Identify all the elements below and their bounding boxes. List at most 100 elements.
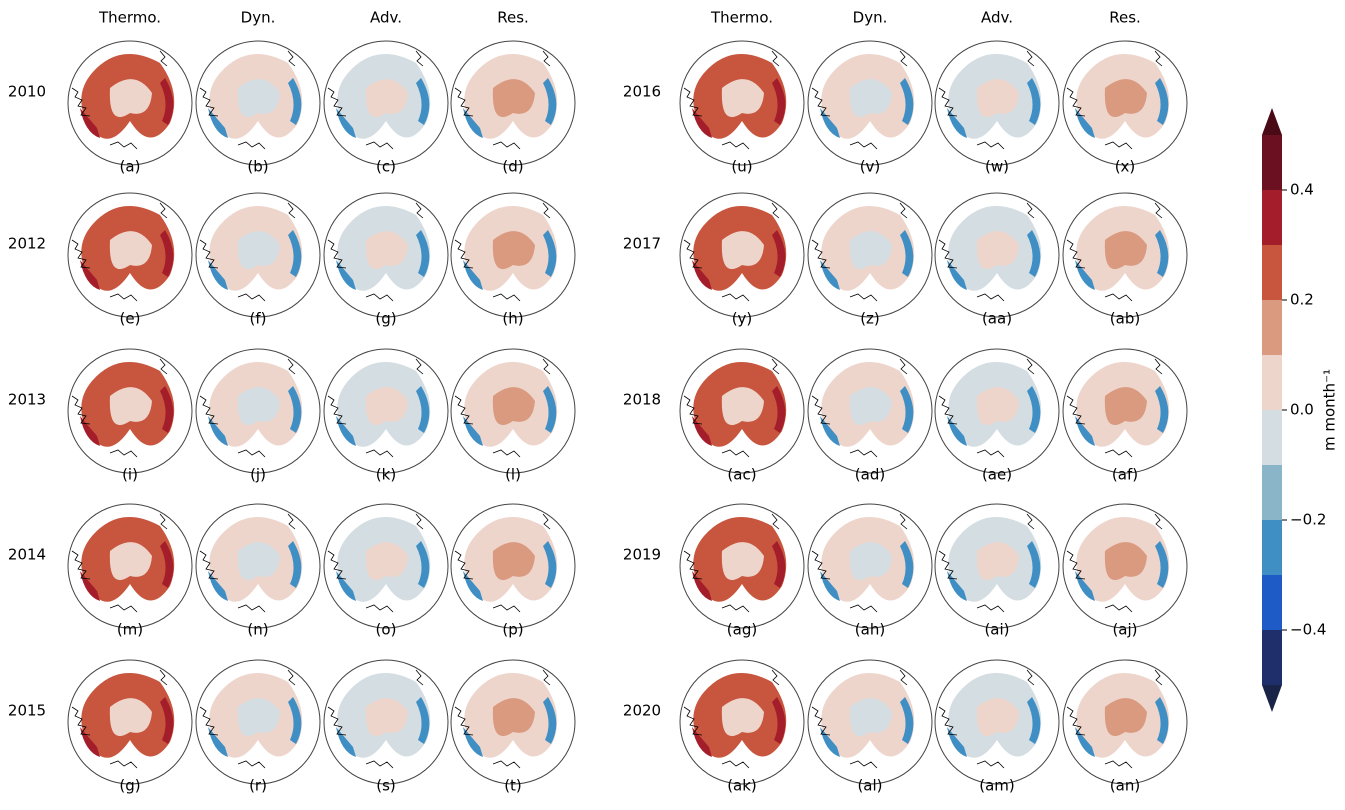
panel-label: (k): [376, 466, 396, 484]
map-panel: [68, 41, 192, 165]
colorbar-bin: [1262, 630, 1282, 685]
panel-label: (t): [504, 777, 522, 795]
map-panel: [196, 504, 320, 628]
colorbar-extend-top: [1262, 108, 1282, 135]
panel-label: (j): [250, 466, 266, 484]
panel-label: (d): [502, 158, 523, 176]
row-year: 2017: [623, 235, 661, 253]
map-panel: [680, 504, 804, 628]
panel-label: (g): [375, 310, 396, 328]
map-panel: [1063, 41, 1187, 165]
panel-label: (af): [1112, 466, 1138, 484]
map-panel: [451, 504, 575, 628]
column-header: Thermo.: [98, 9, 161, 27]
map-panel: [324, 349, 448, 473]
colorbar-bin: [1262, 575, 1282, 630]
panel-label: (n): [247, 621, 268, 639]
row-year: 2010: [8, 83, 46, 101]
row-year: 2016: [623, 83, 661, 101]
map-panel: [196, 193, 320, 317]
panel-label: (i): [122, 466, 138, 484]
panel-label: (ai): [984, 621, 1009, 639]
row-year: 2020: [623, 702, 661, 720]
panel-label: (an): [1110, 777, 1140, 795]
row-year: 2015: [8, 702, 46, 720]
map-panel: [680, 660, 804, 784]
panel-label: (ae): [982, 466, 1012, 484]
figure: Thermo.Dyn.Adv.Res.Thermo.Dyn.Adv.Res.20…: [0, 0, 1345, 806]
map-panel: [680, 41, 804, 165]
row-year: 2012: [8, 235, 46, 253]
colorbar-tick-label: −0.2: [1290, 511, 1326, 529]
map-panel: [808, 660, 932, 784]
panel-label: (ah): [855, 621, 885, 639]
map-panel: [68, 660, 192, 784]
map-panel: [680, 349, 804, 473]
panel-label: (r): [249, 777, 267, 795]
map-panel: [68, 193, 192, 317]
colorbar-bin: [1262, 520, 1282, 575]
panel-label: (o): [376, 621, 397, 639]
panel-label: (a): [120, 158, 141, 176]
colorbar-tick-label: −0.4: [1290, 621, 1326, 639]
panel-label: (aj): [1112, 621, 1137, 639]
map-panel: [196, 660, 320, 784]
colorbar-bin: [1262, 135, 1282, 190]
column-header: Res.: [497, 9, 529, 27]
map-panel: [935, 660, 1059, 784]
column-header: Res.: [1109, 9, 1141, 27]
map-panel: [680, 193, 804, 317]
panel-label: (am): [979, 777, 1015, 795]
colorbar-tick-label: 0.4: [1290, 181, 1314, 199]
panel-label: (e): [120, 310, 141, 328]
map-panel: [808, 41, 932, 165]
map-panel: [1063, 193, 1187, 317]
column-header: Dyn.: [241, 9, 276, 27]
panel-label: (ak): [727, 777, 757, 795]
colorbar-bin: [1262, 355, 1282, 410]
panel-label: (al): [857, 777, 882, 795]
map-panel: [1063, 504, 1187, 628]
panel-label: (ad): [855, 466, 885, 484]
row-year: 2013: [8, 391, 46, 409]
map-panel: [196, 349, 320, 473]
row-year: 2019: [623, 546, 661, 564]
panel-label: (ac): [727, 466, 756, 484]
map-panel: [324, 193, 448, 317]
colorbar-label: m month⁻¹: [1321, 369, 1339, 451]
map-panel: [451, 660, 575, 784]
panel-label: (g): [119, 777, 140, 795]
panel-label: (u): [731, 158, 752, 176]
map-panel: [808, 193, 932, 317]
panel-label: (aa): [982, 310, 1012, 328]
panel-label: (m): [117, 621, 143, 639]
map-panel: [196, 41, 320, 165]
panel-label: (p): [502, 621, 523, 639]
map-panel: [1063, 660, 1187, 784]
map-panel: [935, 504, 1059, 628]
column-header: Dyn.: [853, 9, 888, 27]
panel-label: (z): [860, 310, 880, 328]
panel-label: (v): [860, 158, 881, 176]
panel-label: (h): [502, 310, 523, 328]
map-panel: [68, 349, 192, 473]
map-panel: [451, 193, 575, 317]
column-header: Adv.: [981, 9, 1013, 27]
map-panel: [935, 41, 1059, 165]
colorbar-bin: [1262, 245, 1282, 300]
map-panel: [68, 504, 192, 628]
map-panel: [451, 41, 575, 165]
panel-label: (w): [985, 158, 1009, 176]
panel-label: (f): [250, 310, 267, 328]
map-panel: [324, 660, 448, 784]
colorbar-tick-label: 0.0: [1290, 401, 1314, 419]
map-panel: [451, 349, 575, 473]
colorbar-bin: [1262, 465, 1282, 520]
map-panel: [808, 349, 932, 473]
map-panel: [935, 349, 1059, 473]
column-header: Thermo.: [710, 9, 773, 27]
panel-label: (b): [247, 158, 268, 176]
panel-label: (s): [376, 777, 396, 795]
panel-label: (ab): [1110, 310, 1140, 328]
colorbar-tick-label: 0.2: [1290, 291, 1314, 309]
